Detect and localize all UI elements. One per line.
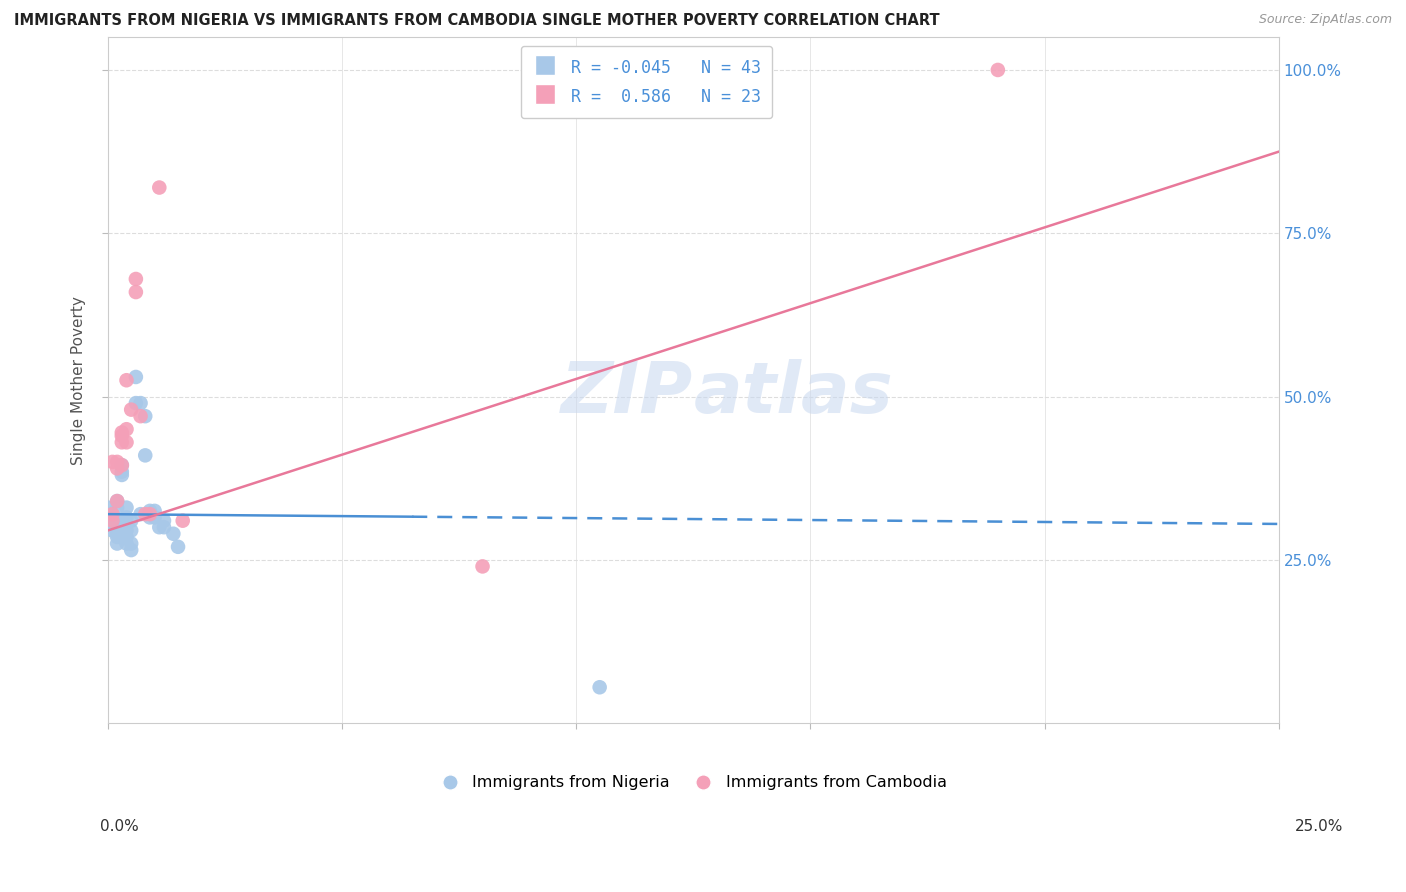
- Point: [105, 520, 128, 534]
- Point: [139, 510, 162, 524]
- Point: [115, 524, 138, 538]
- Legend: Immigrants from Nigeria, Immigrants from Cambodia: Immigrants from Nigeria, Immigrants from…: [433, 769, 953, 797]
- Point: [105, 494, 128, 508]
- Text: ZIP: ZIP: [561, 359, 693, 428]
- Point: [105, 536, 128, 550]
- Y-axis label: Single Mother Poverty: Single Mother Poverty: [72, 296, 86, 465]
- Point: [129, 409, 152, 424]
- Point: [115, 530, 138, 544]
- Point: [143, 504, 166, 518]
- Point: [120, 543, 142, 558]
- Text: Source: ZipAtlas.com: Source: ZipAtlas.com: [1258, 13, 1392, 27]
- Point: [111, 458, 134, 472]
- Point: [101, 516, 124, 531]
- Point: [139, 507, 162, 521]
- Point: [125, 272, 148, 286]
- Point: [115, 422, 138, 436]
- Point: [111, 425, 134, 440]
- Point: [111, 516, 134, 531]
- Point: [471, 559, 494, 574]
- Point: [120, 536, 142, 550]
- Point: [139, 504, 162, 518]
- Text: 25.0%: 25.0%: [1295, 820, 1343, 834]
- Point: [101, 514, 124, 528]
- Point: [167, 540, 190, 554]
- Point: [153, 514, 176, 528]
- Point: [105, 494, 128, 508]
- Point: [115, 510, 138, 524]
- Text: atlas: atlas: [693, 359, 893, 428]
- Point: [143, 510, 166, 524]
- Point: [125, 370, 148, 384]
- Point: [111, 524, 134, 538]
- Point: [129, 396, 152, 410]
- Point: [115, 536, 138, 550]
- Point: [172, 514, 194, 528]
- Point: [105, 461, 128, 475]
- Point: [111, 465, 134, 479]
- Text: IMMIGRANTS FROM NIGERIA VS IMMIGRANTS FROM CAMBODIA SINGLE MOTHER POVERTY CORREL: IMMIGRANTS FROM NIGERIA VS IMMIGRANTS FR…: [14, 13, 939, 29]
- Point: [125, 285, 148, 299]
- Point: [105, 526, 128, 541]
- Point: [120, 402, 142, 417]
- Point: [588, 680, 610, 694]
- Point: [111, 435, 134, 450]
- Point: [97, 500, 120, 515]
- Point: [105, 455, 128, 469]
- Point: [111, 429, 134, 443]
- Point: [987, 62, 1010, 77]
- Point: [101, 514, 124, 528]
- Point: [162, 526, 184, 541]
- Text: 0.0%: 0.0%: [100, 820, 139, 834]
- Point: [120, 524, 142, 538]
- Point: [125, 396, 148, 410]
- Point: [111, 458, 134, 472]
- Point: [134, 507, 156, 521]
- Point: [134, 448, 156, 462]
- Point: [101, 455, 124, 469]
- Point: [111, 467, 134, 482]
- Point: [115, 435, 138, 450]
- Point: [105, 514, 128, 528]
- Point: [134, 409, 156, 424]
- Point: [105, 500, 128, 515]
- Point: [148, 520, 170, 534]
- Point: [105, 530, 128, 544]
- Point: [153, 520, 176, 534]
- Point: [120, 514, 142, 528]
- Point: [101, 507, 124, 521]
- Point: [115, 373, 138, 387]
- Point: [101, 507, 124, 521]
- Point: [115, 500, 138, 515]
- Point: [101, 524, 124, 538]
- Point: [148, 180, 170, 194]
- Point: [111, 514, 134, 528]
- Point: [129, 507, 152, 521]
